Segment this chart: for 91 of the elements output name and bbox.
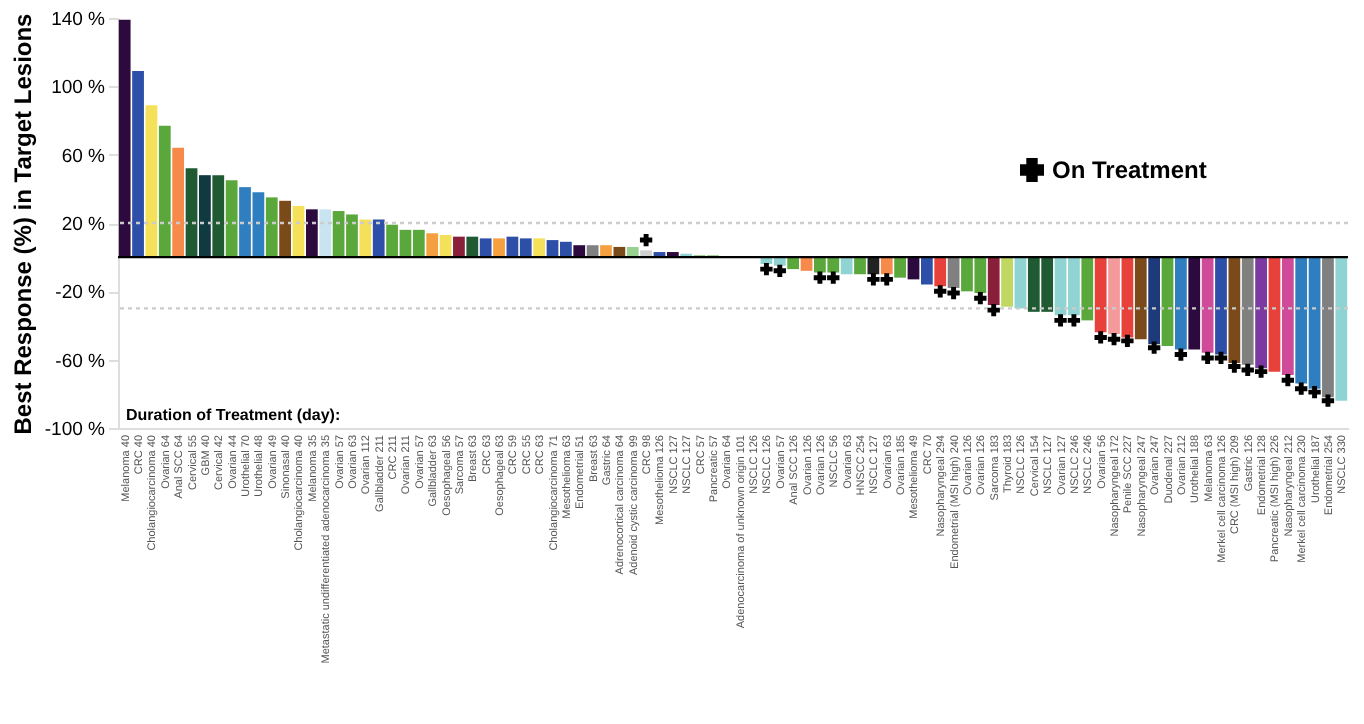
y-tick-label: -60 % [55,350,107,373]
y-tick-label: 100 % [51,77,107,100]
bar [359,219,372,258]
bar [840,257,853,275]
bar [145,105,158,258]
point [1121,334,1134,348]
point [1254,365,1268,378]
y-tick-label: 140 % [51,9,107,31]
bar [319,209,332,258]
bar [573,245,586,258]
point [1174,348,1188,361]
bar [934,257,947,287]
bar [1175,257,1187,350]
bar [225,180,238,258]
y-tick-label: -100 % [44,419,107,441]
bar [466,236,479,258]
point [1295,382,1308,395]
point [760,262,773,276]
bar [1081,257,1094,321]
bar [1094,257,1107,333]
bar [426,233,439,258]
bar [118,19,131,258]
bar [1215,257,1227,355]
bar [1188,257,1201,350]
bar [199,175,211,258]
bar [880,257,893,275]
bar [453,236,465,258]
point [1054,314,1067,327]
bar [305,209,318,258]
bar [1108,257,1120,335]
point [1281,374,1294,387]
bar [1241,257,1254,365]
point [947,286,960,300]
bar [920,257,933,285]
point [1321,394,1335,407]
point [1214,351,1228,365]
bar [1134,257,1147,340]
bar [1281,257,1294,376]
bar [212,175,225,258]
bar [867,257,880,275]
bar [172,147,185,258]
bar [1255,257,1267,369]
point [1308,385,1321,399]
bar [185,168,198,258]
y-tick-label: 20 % [61,214,107,236]
point [1201,351,1214,365]
point [1147,341,1161,354]
y-axis-title: Best Response (%) in Target Lesions [8,12,37,435]
bar [479,238,492,258]
point [1228,360,1241,373]
bar [1322,257,1334,398]
annotation: Duration of Treatment (day): [126,406,341,424]
y-tick-label: 60 % [61,145,107,168]
bar [265,197,278,258]
point [773,264,786,277]
point [1067,314,1081,327]
bar [1014,257,1027,309]
point [813,271,827,284]
bar [1268,257,1281,372]
bar [586,245,599,258]
bar [279,200,291,258]
point [974,292,987,305]
legend-label: On Treatment [1052,156,1207,184]
bar [158,125,171,258]
point [639,233,653,247]
point [987,303,1000,317]
bar [292,205,305,258]
bar [1335,257,1348,401]
bar [600,245,612,258]
bar [894,257,906,278]
bar [372,219,385,258]
bar [787,257,800,270]
bar [533,238,546,258]
point [934,285,947,298]
y-tick-label: -20 % [55,282,107,305]
point [827,271,840,284]
point [1107,333,1121,346]
point [867,273,880,286]
bar [1148,257,1161,345]
point [1241,363,1254,377]
bar [1001,257,1013,307]
bar [1161,257,1174,346]
bar [1201,257,1214,353]
bar [493,238,505,258]
bar [987,257,1000,305]
bar [947,257,960,288]
point [880,273,893,286]
bar [854,257,866,275]
point [1094,331,1107,344]
bar [132,70,144,258]
bar [1228,257,1241,364]
